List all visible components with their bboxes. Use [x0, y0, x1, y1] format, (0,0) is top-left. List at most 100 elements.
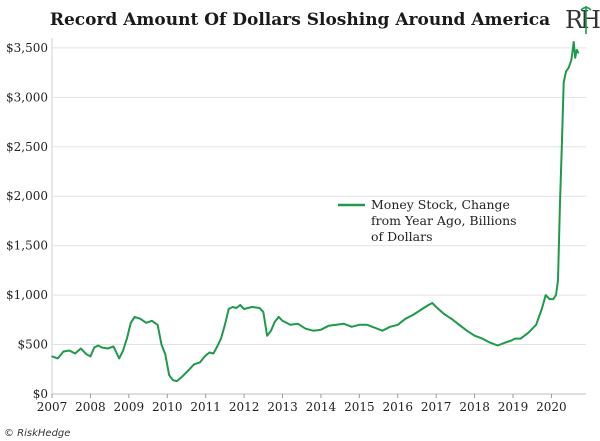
data-point: [389, 326, 391, 328]
y-tick-label: $1,000: [6, 288, 48, 302]
legend-line-3: of Dollars: [371, 229, 433, 244]
x-tick-label: 2011: [190, 400, 221, 414]
data-point: [274, 321, 276, 323]
data-point: [544, 294, 547, 296]
x-tick-label: 2017: [421, 400, 452, 414]
data-point: [565, 70, 567, 73]
data-point: [381, 329, 384, 332]
svg-text:H: H: [580, 6, 600, 34]
data-point: [473, 334, 476, 337]
data-point: [118, 357, 120, 360]
data-point: [239, 304, 241, 306]
data-point: [297, 323, 299, 325]
data-point: [193, 363, 195, 366]
data-point: [435, 306, 438, 308]
data-point: [74, 352, 76, 355]
data-point: [496, 344, 499, 347]
data-point: [358, 324, 361, 326]
data-point: [97, 344, 99, 347]
x-axis: 2007 2008 2009 2010 2011 2012 2013 2014 2015 2016…: [37, 394, 567, 414]
data-point: [130, 322, 132, 324]
data-point: [574, 57, 576, 59]
data-point: [112, 345, 115, 348]
data-point: [68, 349, 71, 352]
data-point: [262, 311, 265, 313]
data-point: [366, 324, 368, 326]
data-point: [145, 322, 147, 324]
chart-title: Record Amount Of Dollars Sloshing Around…: [50, 10, 550, 30]
data-point: [160, 343, 163, 346]
x-tick-label: 2016: [382, 400, 413, 414]
x-tick-label: 2013: [267, 400, 298, 414]
data-point: [535, 324, 537, 326]
data-point: [208, 351, 211, 354]
data-point: [427, 304, 430, 306]
data-point: [231, 306, 234, 308]
legend-label: Money Stock, Change from Year Ago, Billi…: [371, 197, 521, 244]
data-point: [572, 41, 575, 43]
data-point: [373, 326, 376, 329]
credit-text: © RiskHedge: [4, 428, 70, 439]
data-point: [576, 49, 578, 51]
y-tick-label: $3,500: [6, 41, 48, 55]
data-point: [327, 325, 330, 327]
data-point: [335, 324, 338, 326]
data-point: [443, 313, 445, 315]
data-point: [562, 81, 565, 84]
data-point: [166, 364, 169, 367]
data-point: [404, 318, 407, 320]
data-point: [62, 350, 65, 353]
data-point: [289, 324, 292, 326]
data-point: [567, 66, 570, 69]
data-point: [350, 326, 353, 328]
y-tick-label: $2,500: [6, 140, 48, 154]
data-point: [420, 309, 422, 311]
data-point: [101, 346, 103, 349]
data-point: [343, 323, 345, 325]
x-tick-label: 2018: [459, 400, 490, 414]
x-tick-label: 2020: [536, 400, 567, 414]
data-point: [51, 355, 53, 358]
y-tick-label: $3,000: [6, 90, 48, 104]
data-point: [251, 306, 253, 308]
data-point: [504, 341, 507, 344]
data-point: [168, 374, 170, 377]
data-point: [172, 379, 174, 382]
data-point: [277, 316, 280, 318]
data-point: [227, 308, 230, 310]
data-point: [514, 337, 516, 340]
riskhedge-logo: R H: [565, 6, 600, 34]
legend-line-1: Money Stock, Change: [371, 197, 510, 212]
y-axis: $0 $500 $1,000 $1,500 $2,000 $2,500 $3,000 $3,5…: [6, 41, 48, 401]
data-point: [557, 279, 559, 282]
data-point: [552, 298, 555, 300]
y-tick-label: $1,500: [6, 239, 48, 253]
series-line-money-stock: [51, 41, 580, 383]
data-point: [570, 59, 573, 61]
data-point: [85, 353, 88, 356]
data-point: [548, 298, 551, 300]
data-point: [555, 294, 557, 296]
data-point: [312, 329, 315, 332]
data-point: [235, 307, 238, 309]
x-tick-label: 2014: [306, 400, 337, 414]
data-point: [106, 347, 109, 350]
data-point: [151, 320, 153, 322]
data-point: [561, 146, 563, 148]
x-tick-label: 2009: [114, 400, 145, 414]
data-point: [212, 352, 215, 355]
legend: Money Stock, Change from Year Ago, Billi…: [338, 197, 521, 244]
data-point: [577, 52, 580, 54]
data-point: [93, 346, 96, 349]
data-point: [216, 345, 218, 348]
data-point: [57, 357, 59, 360]
x-tick-label: 2010: [152, 400, 183, 414]
data-point: [224, 324, 226, 326]
data-point: [156, 324, 159, 326]
data-point: [510, 339, 512, 342]
data-point: [164, 353, 167, 356]
data-point: [199, 361, 201, 364]
data-point: [559, 205, 561, 207]
data-point: [397, 324, 399, 326]
